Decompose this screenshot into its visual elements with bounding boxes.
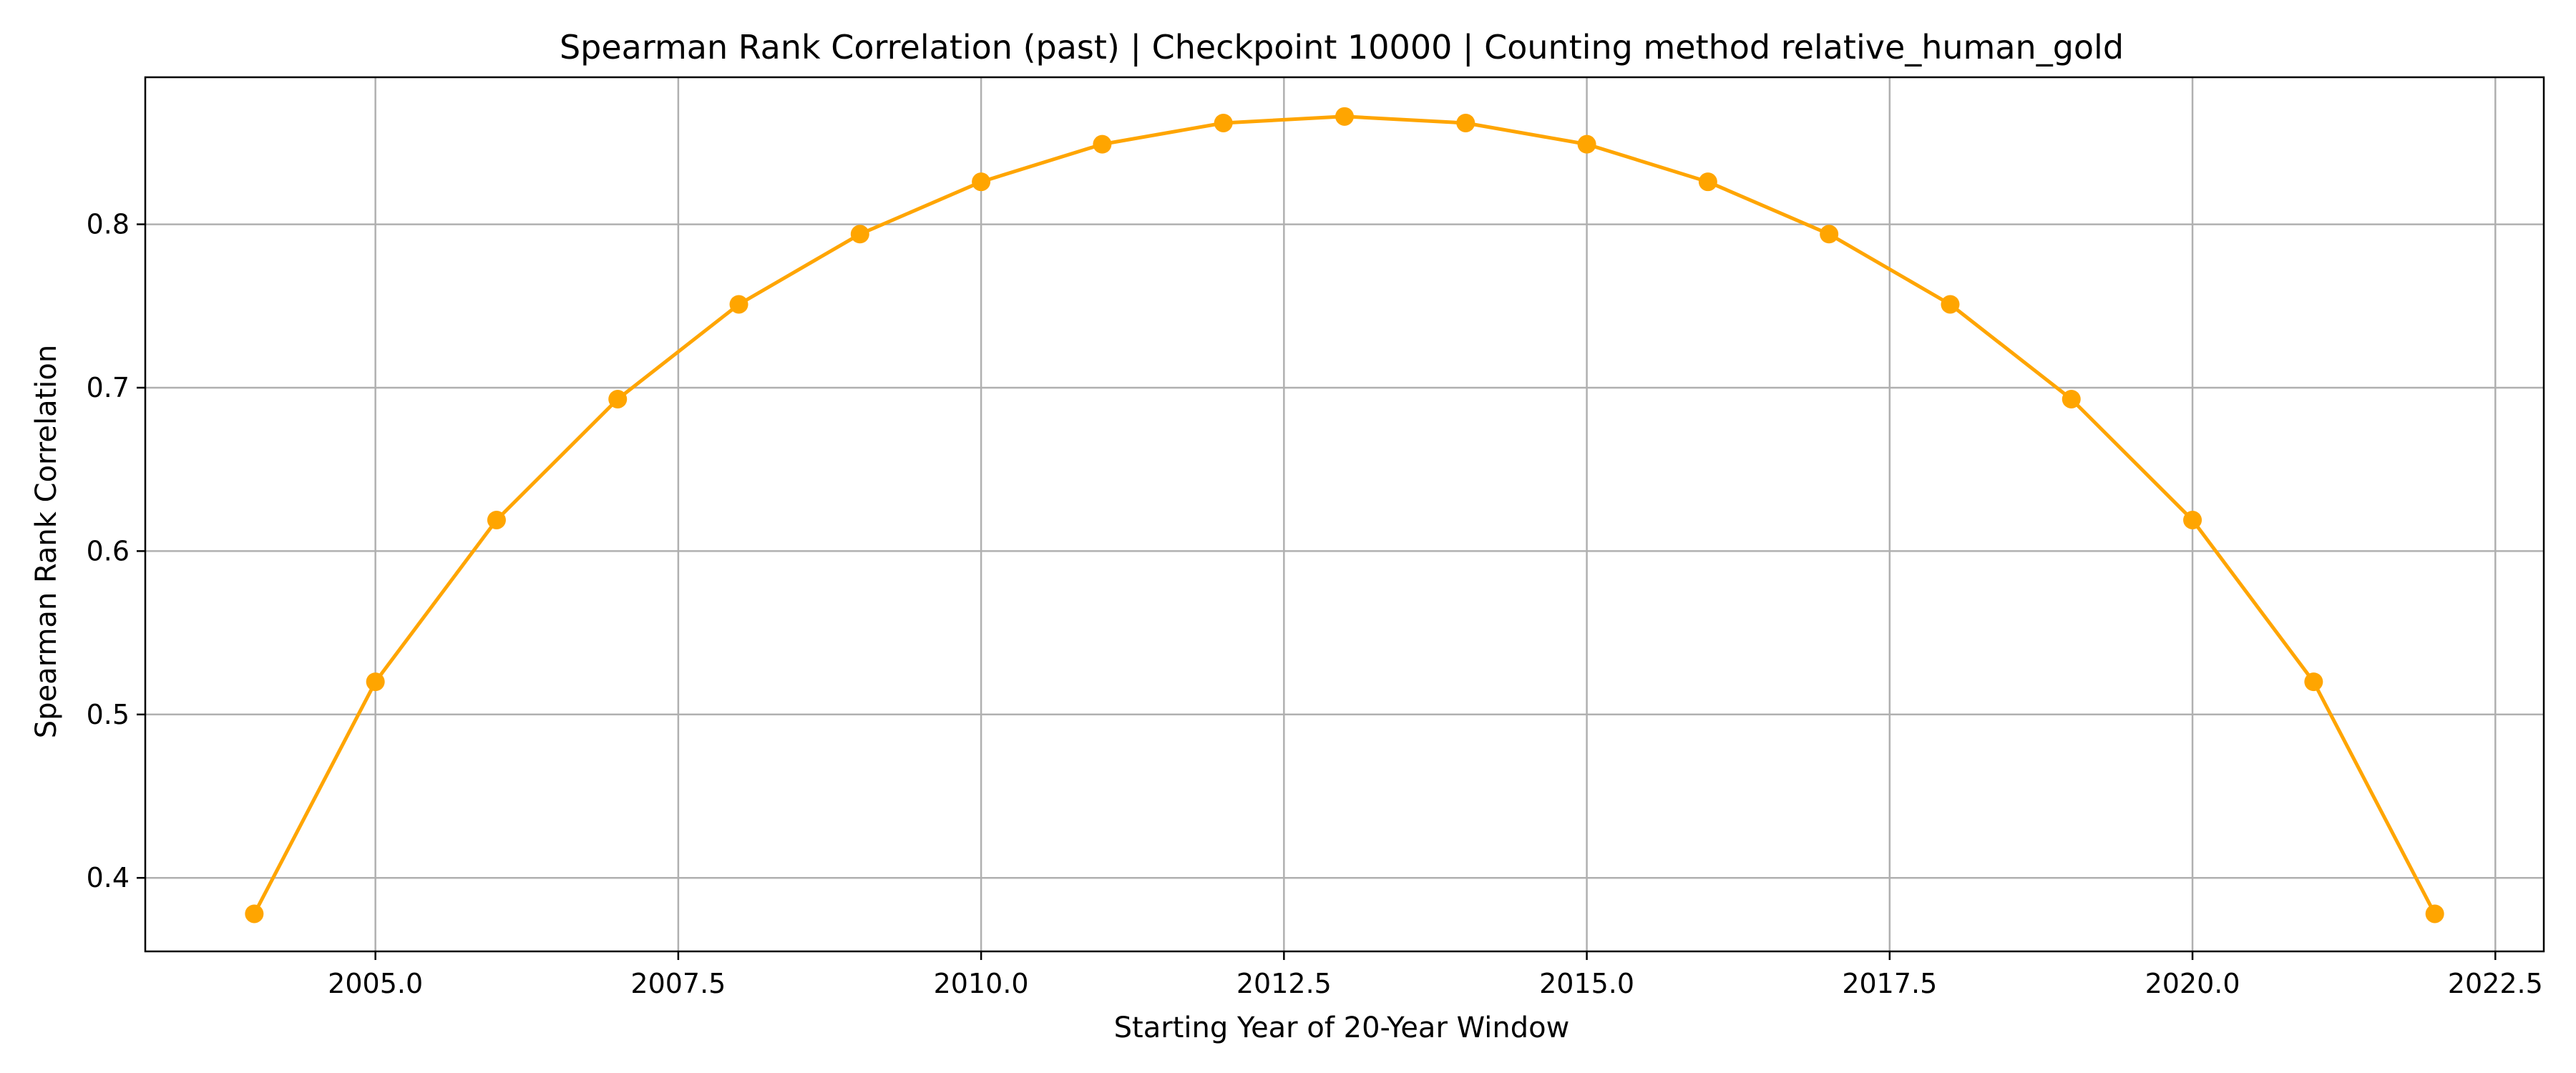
y-tick-label: 0.5 [87, 699, 130, 730]
x-tick-label: 2005.0 [328, 968, 423, 999]
x-axis-label: Starting Year of 20-Year Window [1114, 1011, 1570, 1044]
data-point [245, 904, 264, 923]
data-point [2425, 904, 2444, 923]
series-layer [245, 107, 2444, 923]
x-tick-label: 2012.5 [1236, 968, 1332, 999]
data-point [972, 172, 991, 192]
grid-lines [145, 77, 2544, 951]
x-tick-label: 2015.0 [1539, 968, 1634, 999]
x-tick-label: 2022.5 [2448, 968, 2543, 999]
data-point [1577, 134, 1596, 154]
x-tick-label: 2017.5 [1842, 968, 1937, 999]
data-point [1456, 113, 1475, 132]
data-point [487, 510, 506, 529]
x-tick-label: 2020.0 [2145, 968, 2240, 999]
y-axis-label: Spearman Rank Correlation [30, 345, 63, 738]
data-point [1820, 225, 1839, 244]
y-tick-label: 0.8 [87, 209, 130, 240]
data-point [2183, 510, 2202, 529]
data-point [1214, 113, 1233, 132]
data-point [1093, 134, 1112, 154]
y-tick-label: 0.6 [87, 535, 130, 567]
plot-frame [144, 76, 2545, 953]
y-tick-label: 0.4 [87, 862, 130, 893]
data-point [1941, 295, 1960, 314]
x-tick-label: 2007.5 [630, 968, 726, 999]
data-point [729, 295, 748, 314]
data-point [366, 672, 385, 692]
data-point [850, 225, 869, 244]
y-tick-label: 0.7 [87, 372, 130, 403]
data-point [1698, 172, 1717, 192]
data-point [2062, 389, 2081, 408]
data-point [608, 389, 628, 408]
x-tick-label: 2010.0 [934, 968, 1029, 999]
axis-ticks: 2005.0 2007.5 2010.0 2012.5 2015.0 2017.5 2020… [87, 209, 2543, 999]
data-point [1335, 107, 1354, 126]
chart-title: Spearman Rank Correlation (past) | Check… [560, 28, 2124, 67]
data-point [2304, 672, 2323, 692]
